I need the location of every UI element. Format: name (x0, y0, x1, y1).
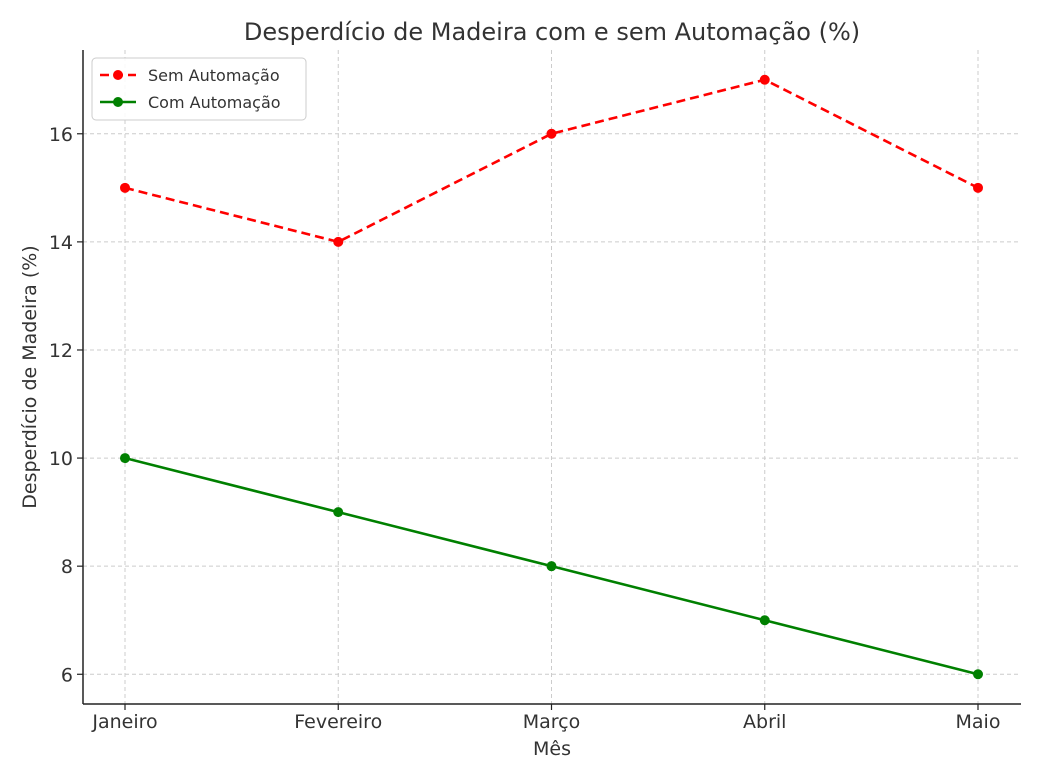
x-axis-ticks: Janeiro Fevereiro Março Abril Maio (91, 704, 1000, 733)
data-point (120, 453, 130, 464)
y-tick-label: 8 (61, 556, 73, 578)
chart-title: Desperdício de Madeira com e sem Automaç… (244, 18, 860, 46)
series-line (124, 78, 979, 244)
plot-series (120, 74, 983, 680)
legend-label: Sem Automação (148, 66, 280, 85)
x-tick-label: Maio (956, 711, 1001, 733)
data-point (333, 507, 344, 518)
x-axis-label: Mês (533, 738, 571, 760)
y-tick-label: 14 (49, 232, 73, 254)
x-tick-label: Janeiro (91, 711, 157, 733)
legend-item: Sem Automação (100, 66, 280, 85)
legend: Sem Automação Com Automação (91, 57, 307, 121)
legend-label: Com Automação (148, 93, 281, 112)
y-axis-ticks: 6 8 10 12 14 16 (49, 124, 83, 686)
data-point (546, 128, 557, 139)
y-tick-label: 6 (61, 664, 73, 686)
x-tick-label: Fevereiro (294, 711, 382, 733)
data-point (973, 669, 983, 680)
data-point (973, 182, 983, 193)
series-2 (120, 453, 983, 680)
data-point (333, 236, 344, 247)
legend-box (91, 57, 307, 121)
y-axis-label: Desperdício de Madeira (%) (19, 245, 41, 508)
y-tick-label: 16 (49, 124, 73, 146)
data-point (546, 561, 557, 572)
legend-marker (113, 97, 123, 107)
data-point (120, 182, 130, 193)
legend-item: Com Automação (100, 93, 281, 112)
y-tick-label: 12 (49, 340, 73, 362)
grid-lines (83, 50, 1021, 704)
data-point (759, 615, 770, 626)
y-tick-label: 10 (49, 448, 73, 470)
data-point (759, 74, 770, 85)
x-tick-label: Abril (743, 711, 786, 733)
series-1 (120, 74, 983, 247)
x-tick-label: Março (523, 711, 581, 733)
legend-marker (113, 70, 123, 80)
